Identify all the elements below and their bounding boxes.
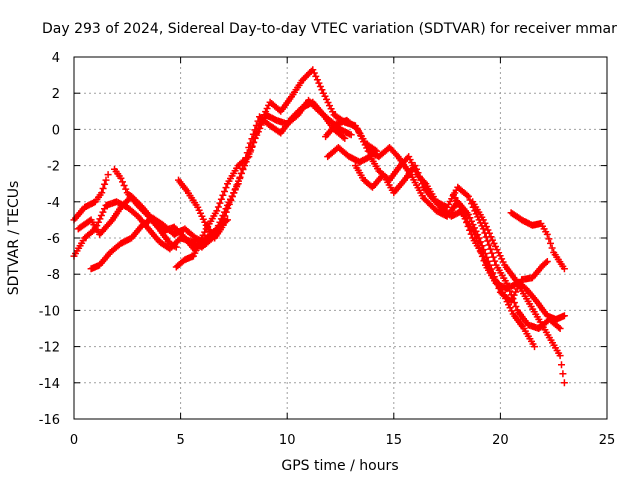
y-tick-label: -10 (39, 304, 60, 319)
point-markers (70, 171, 112, 224)
y-tick-label: -2 (47, 160, 60, 175)
point-markers (175, 176, 227, 242)
x-tick-label: 25 (599, 433, 616, 448)
point-markers (469, 198, 568, 323)
series-sat-j (351, 162, 538, 351)
y-tick-label: 2 (52, 87, 60, 102)
y-tick-label: -16 (39, 413, 60, 428)
series-sat-h (322, 116, 551, 305)
point-markers (322, 116, 551, 305)
y-tick-label: -4 (47, 196, 60, 211)
data-points (70, 66, 568, 387)
y-tick-label: -14 (39, 377, 60, 392)
point-markers (74, 66, 381, 255)
x-tick-label: 15 (386, 433, 403, 448)
point-markers (507, 209, 568, 273)
x-tick-label: 10 (279, 433, 296, 448)
x-axis-label: GPS time / hours (281, 458, 398, 474)
chart-title: Day 293 of 2024, Sidereal Day-to-day VTE… (42, 21, 617, 37)
y-axis-label: SDTVAR / TECUs (6, 181, 22, 296)
point-markers (111, 165, 180, 251)
x-tick-label: 5 (176, 433, 184, 448)
point-markers (351, 162, 538, 351)
series-sat-b (70, 171, 112, 224)
y-tick-label: -12 (39, 341, 60, 356)
point-markers (450, 191, 568, 387)
series-sat-l (469, 198, 568, 323)
y-tick-label: -8 (47, 268, 60, 283)
x-tick-label: 20 (492, 433, 509, 448)
axis-ticks: 0 5 10 15 20 25 -16 -14 -12 -10 -8 -6 -4 -2 0 2 4 (39, 51, 616, 448)
series-sat-e (111, 165, 180, 251)
series-sat-k (450, 191, 568, 387)
series-sat-m (507, 209, 568, 273)
series-sat-g (175, 176, 227, 242)
y-tick-label: 4 (52, 51, 60, 66)
x-tick-label: 0 (70, 433, 78, 448)
y-tick-label: 0 (52, 123, 60, 138)
series-sat-c (74, 66, 381, 255)
y-tick-label: -6 (47, 232, 60, 247)
